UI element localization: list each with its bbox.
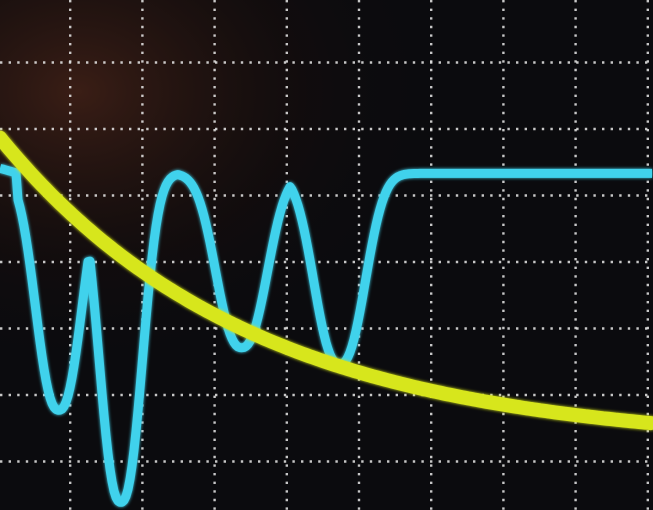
trace-layer (0, 130, 653, 507)
yellow-trace (0, 130, 653, 431)
cyan-trace (0, 163, 653, 507)
